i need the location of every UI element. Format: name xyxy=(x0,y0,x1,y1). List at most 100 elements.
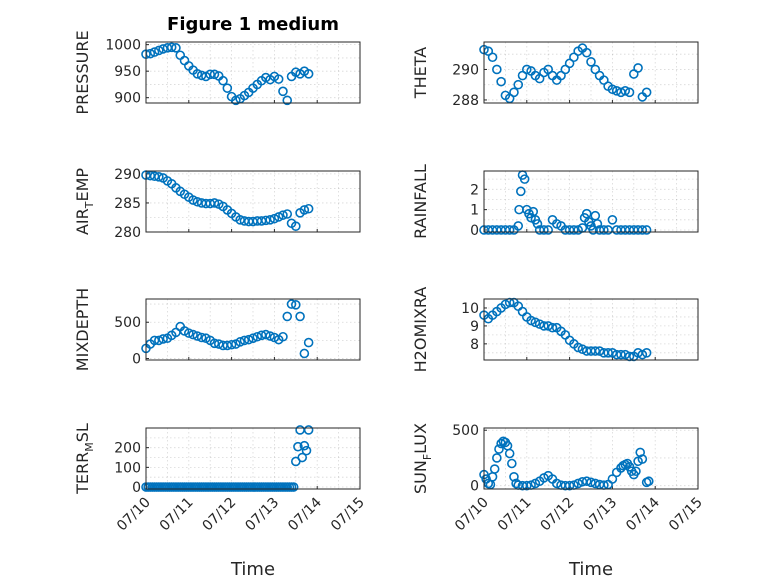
data-point xyxy=(547,322,558,333)
y-tick-label: 900 xyxy=(114,91,141,107)
data-point xyxy=(633,63,643,73)
data-point xyxy=(205,69,215,80)
data-point xyxy=(539,321,549,331)
data-point xyxy=(569,225,579,235)
x-axis-label: Time xyxy=(568,559,613,580)
x-tick-label: 07/13 xyxy=(242,495,282,535)
data-point xyxy=(282,95,293,106)
y-tick-label: 950 xyxy=(114,64,141,80)
y-tick-label: 0 xyxy=(470,479,479,495)
y-axis-label: AIRTEMP xyxy=(73,168,96,235)
data-point xyxy=(564,480,575,491)
data-point xyxy=(192,196,203,207)
data-point xyxy=(158,334,168,344)
data-point xyxy=(239,335,250,346)
y-tick-label: 500 xyxy=(452,423,479,439)
data-point xyxy=(301,445,312,456)
y-tick-label: 0 xyxy=(132,480,141,496)
data-point xyxy=(192,69,203,79)
x-tick-label: 07/15 xyxy=(328,495,368,535)
data-point xyxy=(265,215,275,225)
data-point xyxy=(586,57,596,67)
data-point xyxy=(196,332,207,343)
data-point xyxy=(278,210,288,220)
data-point xyxy=(603,348,613,358)
panel-sun-flux: 0 500 07/10 07/11 07/12 07/13 07/14 07/15 SUNFLU… xyxy=(411,423,706,580)
data-point xyxy=(641,225,652,235)
data-point xyxy=(492,64,502,75)
panel-pressure: 900 950 1000 PRESSURE xyxy=(73,30,361,115)
data-point xyxy=(631,466,641,477)
data-point xyxy=(573,478,583,489)
data-point xyxy=(209,198,220,208)
panel-rainfall: 0 1 2 RAINFALL xyxy=(411,164,699,239)
y-axis-label: THETA xyxy=(411,47,430,99)
data-point xyxy=(282,311,293,322)
data-point xyxy=(624,462,635,472)
x-tick-label: 07/14 xyxy=(623,494,663,534)
axes-border xyxy=(483,41,699,104)
data-point xyxy=(620,349,631,360)
data-point xyxy=(607,348,618,358)
axes-box xyxy=(145,427,361,490)
data-point xyxy=(504,448,515,459)
data-point xyxy=(581,47,592,58)
data-point xyxy=(261,215,271,226)
y-tick-label: 290 xyxy=(114,167,141,183)
data-point xyxy=(494,444,504,454)
y-axis-label: H2OMIXRA xyxy=(411,287,430,373)
data-point xyxy=(299,348,310,359)
y-tick-label: 1 xyxy=(470,203,479,219)
y-axis-label: RAINFALL xyxy=(411,164,430,239)
panel-terr-msl: 0 100 200 07/10 07/11 07/12 07/13 07/14 07/15 TER… xyxy=(73,423,368,580)
data-point xyxy=(293,441,303,452)
data-point xyxy=(507,458,517,469)
data-point xyxy=(543,321,554,331)
axes-border xyxy=(483,170,699,233)
data-point xyxy=(188,195,198,205)
x-tick-label: 07/14 xyxy=(285,494,325,534)
data-point xyxy=(577,344,588,355)
data-point xyxy=(261,329,271,340)
data-point xyxy=(496,438,506,449)
data-point xyxy=(149,171,160,182)
data-point xyxy=(641,87,652,98)
data-point xyxy=(282,209,293,219)
data-point xyxy=(303,69,314,79)
data-point xyxy=(209,338,220,349)
data-point xyxy=(534,319,545,329)
y-tick-label: 280 xyxy=(114,225,141,241)
data-point xyxy=(209,69,220,80)
data-point xyxy=(590,478,601,489)
panel-air-temp: 280 285 290 AIRTEMP xyxy=(73,167,361,241)
x-tick-label: 07/15 xyxy=(666,495,706,535)
data-point xyxy=(539,225,549,235)
data-point xyxy=(222,83,233,93)
y-tick-label: 2 xyxy=(470,182,479,198)
data-point xyxy=(624,87,635,98)
axes-box xyxy=(145,298,361,361)
data-point xyxy=(616,349,626,360)
y-tick-label: 8 xyxy=(470,337,479,353)
panel-h2omixra: 8 9 10 H2OMIXRA xyxy=(411,287,699,373)
data-point xyxy=(192,331,203,341)
data-point xyxy=(543,225,554,235)
data-point xyxy=(303,425,314,435)
data-point xyxy=(590,346,601,356)
data-point xyxy=(496,76,506,87)
data-point xyxy=(607,84,618,95)
y-tick-label: 1000 xyxy=(105,38,141,54)
x-tick-label: 07/12 xyxy=(538,495,578,535)
x-tick-label: 07/11 xyxy=(157,495,197,535)
y-axis-label: MIXDEPTH xyxy=(73,288,92,371)
data-point xyxy=(303,203,314,214)
data-point xyxy=(154,45,164,56)
axes-border xyxy=(145,298,361,361)
y-axis-label: PRESSURE xyxy=(73,30,92,114)
data-point xyxy=(489,464,500,474)
data-point xyxy=(278,331,288,342)
y-tick-label: 500 xyxy=(114,315,141,331)
x-tick-label: 07/10 xyxy=(114,495,154,535)
y-tick-label: 290 xyxy=(452,62,479,78)
